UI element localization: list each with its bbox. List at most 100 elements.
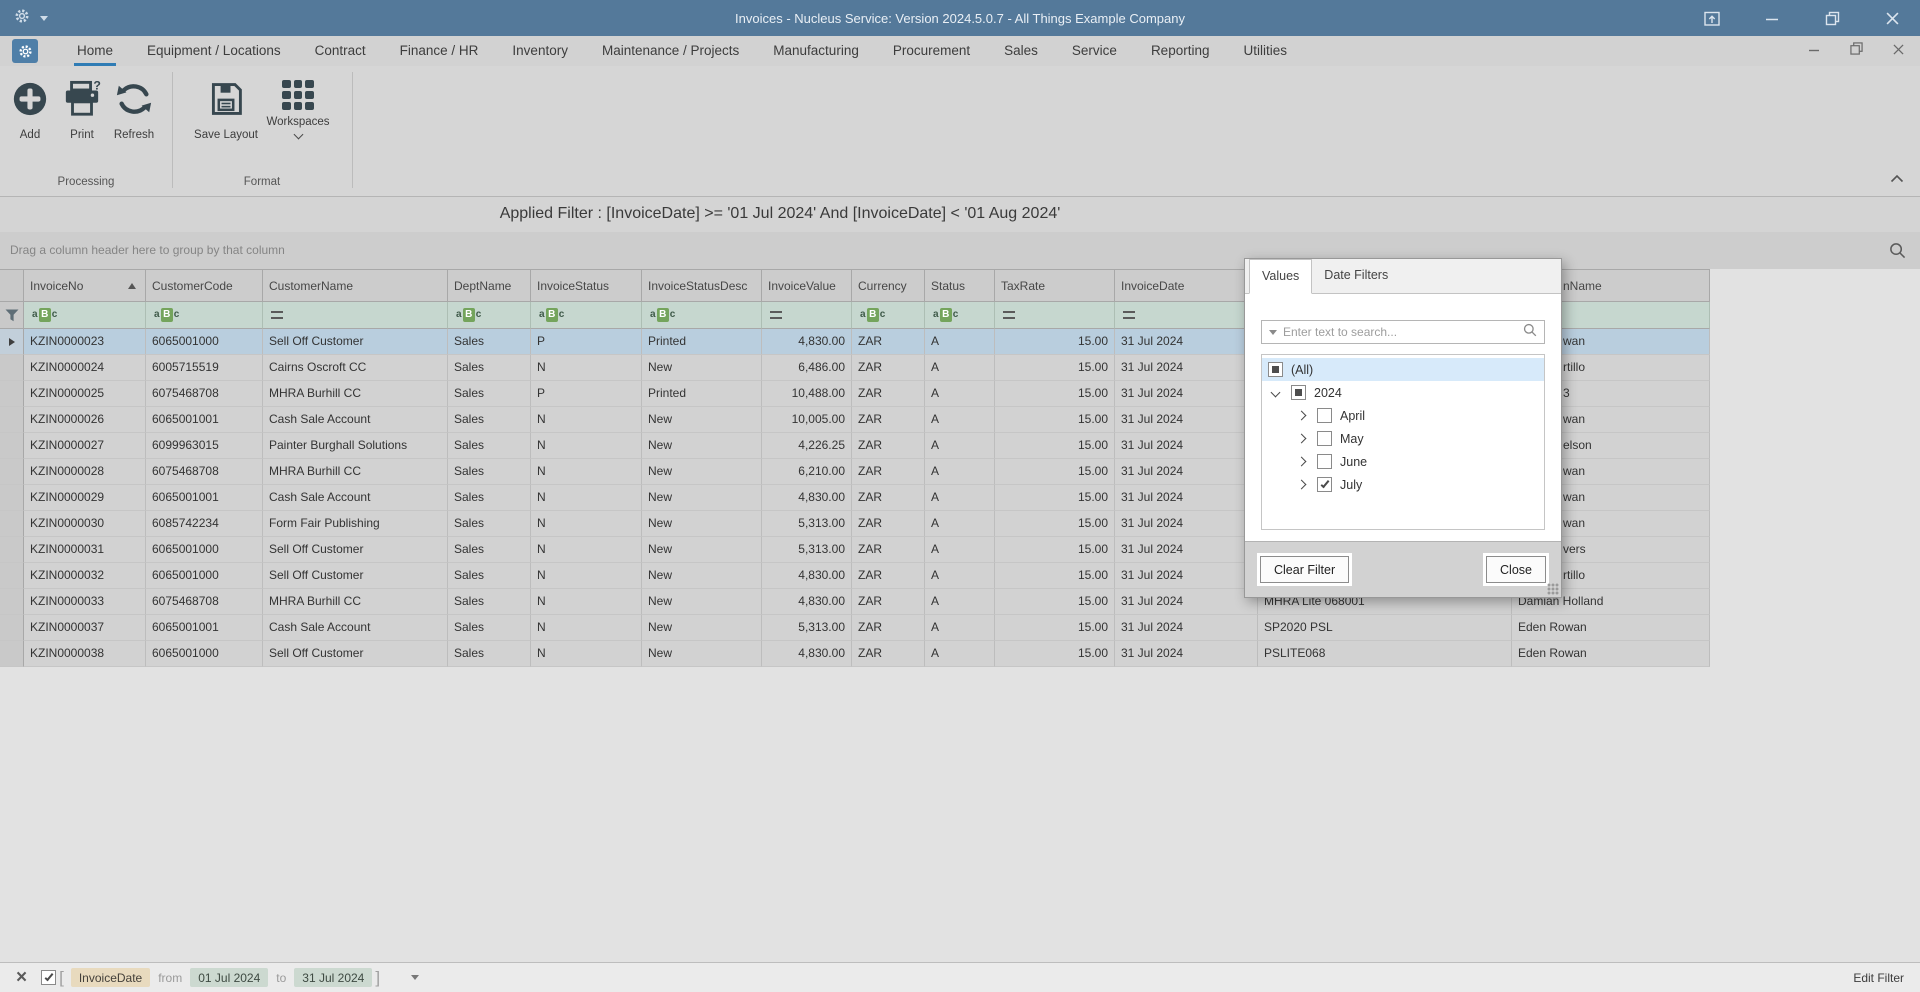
cell-invoice-no[interactable]: KZIN0000032 xyxy=(24,563,146,589)
ribbon-tab-maintenance-projects[interactable]: Maintenance / Projects xyxy=(601,43,740,58)
cell-tax-rate[interactable]: 15.00 xyxy=(995,563,1115,589)
cell-customer-code[interactable]: 6065001001 xyxy=(146,615,263,641)
cell-invoice-status[interactable]: N xyxy=(531,537,642,563)
cell-tax-rate[interactable]: 15.00 xyxy=(995,589,1115,615)
cell-customer-code[interactable]: 6065001000 xyxy=(146,537,263,563)
cell-invoice-date[interactable]: 31 Jul 2024 xyxy=(1115,355,1258,381)
cell-invoice-date[interactable]: 31 Jul 2024 xyxy=(1115,563,1258,589)
cell-customer-name[interactable]: Cairns Oscroft CC xyxy=(263,355,448,381)
add-button[interactable]: Add xyxy=(4,76,56,141)
filter-dropdown-caret-icon[interactable] xyxy=(411,975,420,980)
cell-invoice-no[interactable]: KZIN0000023 xyxy=(24,329,146,355)
cell-status[interactable]: A xyxy=(925,589,995,615)
cell-dept-name[interactable]: Sales xyxy=(448,433,531,459)
cell-customer-name[interactable]: MHRA Burhill CC xyxy=(263,459,448,485)
cell-tax-rate[interactable]: 15.00 xyxy=(995,433,1115,459)
cell-invoice-value[interactable]: 4,226.25 xyxy=(762,433,852,459)
cell-customer-code[interactable]: 6065001000 xyxy=(146,329,263,355)
cell-invoice-status[interactable]: N xyxy=(531,485,642,511)
ribbon-tab-utilities[interactable]: Utilities xyxy=(1243,43,1287,58)
cell-currency[interactable]: ZAR xyxy=(852,381,925,407)
cell-customer-code[interactable]: 6085742234 xyxy=(146,511,263,537)
column-header-invoiceno[interactable]: InvoiceNo xyxy=(24,269,146,302)
cell-person[interactable]: Eden Rowan xyxy=(1512,615,1710,641)
cell-tax-rate[interactable]: 15.00 xyxy=(995,381,1115,407)
tree-item-may[interactable]: May xyxy=(1262,427,1544,450)
popup-tab-date-filters[interactable]: Date Filters xyxy=(1324,268,1389,282)
cell-invoice-status-desc[interactable]: Printed xyxy=(642,329,762,355)
cell-invoice-status-desc[interactable]: New xyxy=(642,355,762,381)
cell-status[interactable]: A xyxy=(925,563,995,589)
filter-cell-0[interactable] xyxy=(0,302,24,329)
cell-status[interactable]: A xyxy=(925,511,995,537)
cell-customer-code[interactable]: 6075468708 xyxy=(146,459,263,485)
cell-invoice-no[interactable]: KZIN0000030 xyxy=(24,511,146,537)
column-header-invoicestatus[interactable]: InvoiceStatus xyxy=(531,269,642,302)
cell-invoice-date[interactable]: 31 Jul 2024 xyxy=(1115,641,1258,667)
column-header-invoicestatusdesc[interactable]: InvoiceStatusDesc xyxy=(642,269,762,302)
save-layout-button[interactable]: Save Layout xyxy=(190,76,262,141)
gear-icon[interactable] xyxy=(14,8,30,29)
cell-invoice-date[interactable]: 31 Jul 2024 xyxy=(1115,329,1258,355)
cell-currency[interactable]: ZAR xyxy=(852,329,925,355)
cell-dept-name[interactable]: Sales xyxy=(448,407,531,433)
cell-status[interactable]: A xyxy=(925,433,995,459)
checkbox-checked[interactable] xyxy=(1317,477,1332,492)
clear-filter-button[interactable]: Clear Filter xyxy=(1260,556,1350,583)
cell-customer-name[interactable]: Sell Off Customer xyxy=(263,563,448,589)
cell-tax-rate[interactable]: 15.00 xyxy=(995,537,1115,563)
column-header-indicator[interactable] xyxy=(0,269,24,302)
cell-invoice-value[interactable]: 5,313.00 xyxy=(762,511,852,537)
cell-dept-name[interactable]: Sales xyxy=(448,485,531,511)
cell-invoice-value[interactable]: 4,830.00 xyxy=(762,641,852,667)
cell-tax-rate[interactable]: 15.00 xyxy=(995,459,1115,485)
restore-icon[interactable] xyxy=(1822,8,1842,28)
column-header-status[interactable]: Status xyxy=(925,269,995,302)
search-options-caret-icon[interactable] xyxy=(1269,329,1277,335)
cell-invoice-value[interactable]: 6,210.00 xyxy=(762,459,852,485)
cell-customer-code[interactable]: 6065001001 xyxy=(146,407,263,433)
cell-customer-name[interactable]: Cash Sale Account xyxy=(263,485,448,511)
cell-dept-name[interactable]: Sales xyxy=(448,355,531,381)
app-gear-button[interactable] xyxy=(12,39,38,63)
cell-invoice-value[interactable]: 4,830.00 xyxy=(762,589,852,615)
cell-customer-code[interactable]: 6065001001 xyxy=(146,485,263,511)
group-by-panel[interactable]: Drag a column header here to group by th… xyxy=(0,232,1920,269)
tree-item-june[interactable]: June xyxy=(1262,450,1544,473)
cell-status[interactable]: A xyxy=(925,355,995,381)
cell-invoice-no[interactable]: KZIN0000028 xyxy=(24,459,146,485)
ribbon-tab-equipment-locations[interactable]: Equipment / Locations xyxy=(147,43,281,58)
cell-customer-name[interactable]: MHRA Burhill CC xyxy=(263,381,448,407)
cell-invoice-status[interactable]: N xyxy=(531,433,642,459)
ribbon-minimize-icon[interactable] xyxy=(1808,42,1820,60)
cell-invoice-status[interactable]: N xyxy=(531,641,642,667)
cell-invoice-date[interactable]: 31 Jul 2024 xyxy=(1115,511,1258,537)
cell-dept-name[interactable]: Sales xyxy=(448,537,531,563)
cell-currency[interactable]: ZAR xyxy=(852,563,925,589)
popup-search-box[interactable] xyxy=(1261,320,1545,344)
cell-invoice-value[interactable]: 5,313.00 xyxy=(762,537,852,563)
cell-person[interactable]: Eden Rowan xyxy=(1512,641,1710,667)
cell-invoice-status[interactable]: N xyxy=(531,589,642,615)
cell-dept-name[interactable]: Sales xyxy=(448,329,531,355)
cell-status[interactable]: A xyxy=(925,537,995,563)
cell-invoice-status[interactable]: N xyxy=(531,615,642,641)
cell-invoice-no[interactable]: KZIN0000038 xyxy=(24,641,146,667)
cell-customer-code[interactable]: 6065001000 xyxy=(146,563,263,589)
chevron-right-icon[interactable] xyxy=(1296,410,1307,421)
minimize-icon[interactable] xyxy=(1762,8,1782,28)
checkbox-off[interactable] xyxy=(1317,408,1332,423)
cell-invoice-status[interactable]: N xyxy=(531,511,642,537)
tree-item-all[interactable]: (All) xyxy=(1262,358,1544,381)
cell-dept-name[interactable]: Sales xyxy=(448,641,531,667)
cell-invoice-no[interactable]: KZIN0000025 xyxy=(24,381,146,407)
cell-invoice-status[interactable]: N xyxy=(531,459,642,485)
column-header-invoicedate[interactable]: InvoiceDate xyxy=(1115,269,1258,302)
cell-customer-code[interactable]: 6099963015 xyxy=(146,433,263,459)
cell-tax-rate[interactable]: 15.00 xyxy=(995,615,1115,641)
ribbon-close-icon[interactable] xyxy=(1893,42,1904,60)
cell-invoice-no[interactable]: KZIN0000033 xyxy=(24,589,146,615)
